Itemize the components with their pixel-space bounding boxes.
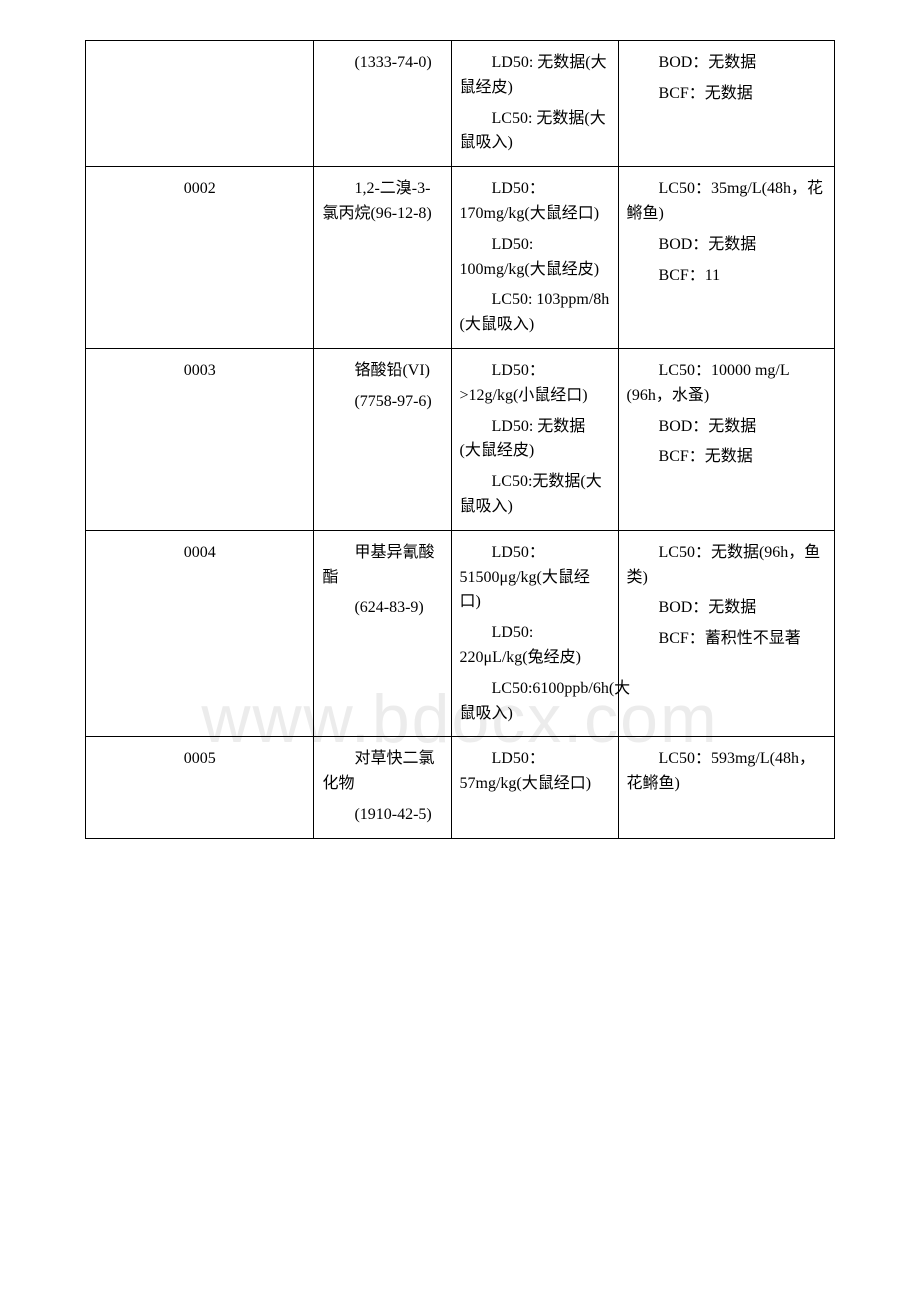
toxicity-cell: LD50：51500μg/kg(大鼠经口) LD50: 220μL/kg(兔经皮)… — [451, 530, 618, 737]
eco-text: BOD：无数据 — [627, 415, 826, 440]
row-id-cell: 0002 — [86, 167, 314, 349]
eco-text: BCF：蓄积性不显著 — [627, 627, 826, 652]
toxicity-table: (1333-74-0) LD50: 无数据(大鼠经皮) LC50: 无数据(大鼠吸入… — [85, 40, 835, 839]
eco-text: BOD：无数据 — [627, 233, 826, 258]
chemical-text: (7758-97-6) — [322, 390, 442, 415]
toxicity-text: LC50:6100ppb/6h(大鼠吸入) — [460, 677, 610, 727]
chemical-text: (1333-74-0) — [322, 51, 442, 76]
toxicity-text: LD50: 100mg/kg(大鼠经皮) — [460, 233, 610, 283]
toxicity-cell: LD50：57mg/kg(大鼠经口) — [451, 737, 618, 838]
chemical-text: (624-83-9) — [322, 596, 442, 621]
toxicity-text: LC50: 无数据(大鼠吸入) — [460, 107, 610, 157]
eco-text: BOD：无数据 — [627, 51, 826, 76]
toxicity-cell: LD50：170mg/kg(大鼠经口) LD50: 100mg/kg(大鼠经皮)L… — [451, 167, 618, 349]
eco-cell: LC50：无数据(96h，鱼类) BOD：无数据 BCF：蓄积性不显著 — [618, 530, 834, 737]
eco-text: LC50：593mg/L(48h，花鳉鱼) — [627, 747, 826, 797]
toxicity-text: LD50: 无数据 (大鼠经皮) — [460, 415, 610, 465]
eco-text: LC50：10000 mg/L (96h，水蚤) — [627, 359, 826, 409]
eco-text: BCF：无数据 — [627, 445, 826, 470]
toxicity-text: LD50: 220μL/kg(兔经皮) — [460, 621, 610, 671]
eco-text: LC50：无数据(96h，鱼类) — [627, 541, 826, 591]
toxicity-cell: LD50: 无数据(大鼠经皮) LC50: 无数据(大鼠吸入) — [451, 41, 618, 167]
chemical-cell: 对草快二氯化物 (1910-42-5) — [314, 737, 451, 838]
toxicity-cell: LD50：>12g/kg(小鼠经口) LD50: 无数据 (大鼠经皮)LC50:无… — [451, 348, 618, 530]
row-id-value: 0004 — [184, 541, 216, 566]
eco-text: BCF：11 — [627, 264, 826, 289]
toxicity-text: LC50: 103ppm/8h (大鼠吸入) — [460, 288, 610, 338]
table-row: 00021,2-二溴-3-氯丙烷(96-12-8)LD50：170mg/kg(大… — [86, 167, 835, 349]
row-id-cell: 0003 — [86, 348, 314, 530]
toxicity-text: LD50: 无数据(大鼠经皮) — [460, 51, 610, 101]
eco-cell: LC50：10000 mg/L (96h，水蚤) BOD：无数据 BCF：无数据 — [618, 348, 834, 530]
table-row: 0005 对草快二氯化物 (1910-42-5) LD50：57mg/kg(大鼠经口)… — [86, 737, 835, 838]
row-id-cell: 0005 — [86, 737, 314, 838]
chemical-cell: 甲基异氰酸酯 (624-83-9) — [314, 530, 451, 737]
toxicity-text: LD50：>12g/kg(小鼠经口) — [460, 359, 610, 409]
row-id-value: 0005 — [184, 747, 216, 772]
eco-cell: LC50：593mg/L(48h，花鳉鱼) — [618, 737, 834, 838]
row-id-value: 0002 — [184, 177, 216, 202]
chemical-text: 甲基异氰酸酯 — [322, 541, 442, 591]
chemical-cell: 铬酸铅(VI) (7758-97-6) — [314, 348, 451, 530]
table-row: (1333-74-0) LD50: 无数据(大鼠经皮) LC50: 无数据(大鼠吸入… — [86, 41, 835, 167]
chemical-cell: (1333-74-0) — [314, 41, 451, 167]
row-id-value: 0003 — [184, 359, 216, 384]
table-row: 0004 甲基异氰酸酯 (624-83-9) LD50：51500μg/kg(大鼠经口… — [86, 530, 835, 737]
chemical-text: 铬酸铅(VI) — [322, 359, 442, 384]
eco-text: BOD：无数据 — [627, 596, 826, 621]
chemical-cell: 1,2-二溴-3-氯丙烷(96-12-8) — [314, 167, 451, 349]
eco-cell: LC50：35mg/L(48h，花鳉鱼) BOD：无数据 BCF：11 — [618, 167, 834, 349]
chemical-text: (1910-42-5) — [322, 803, 442, 828]
toxicity-text: LD50：51500μg/kg(大鼠经口) — [460, 541, 610, 615]
row-id-cell: 0004 — [86, 530, 314, 737]
eco-text: BCF：无数据 — [627, 82, 826, 107]
table-row: 0003 铬酸铅(VI) (7758-97-6) LD50：>12g/kg(小鼠经口)… — [86, 348, 835, 530]
table-container: (1333-74-0) LD50: 无数据(大鼠经皮) LC50: 无数据(大鼠吸入… — [85, 40, 835, 839]
eco-cell: BOD：无数据 BCF：无数据 — [618, 41, 834, 167]
chemical-text: 1,2-二溴-3-氯丙烷(96-12-8) — [322, 177, 442, 227]
toxicity-text: LC50:无数据(大鼠吸入) — [460, 470, 610, 520]
toxicity-text: LD50：170mg/kg(大鼠经口) — [460, 177, 610, 227]
eco-text: LC50：35mg/L(48h，花鳉鱼) — [627, 177, 826, 227]
row-id-cell — [86, 41, 314, 167]
chemical-text: 对草快二氯化物 — [322, 747, 442, 797]
toxicity-text: LD50：57mg/kg(大鼠经口) — [460, 747, 610, 797]
